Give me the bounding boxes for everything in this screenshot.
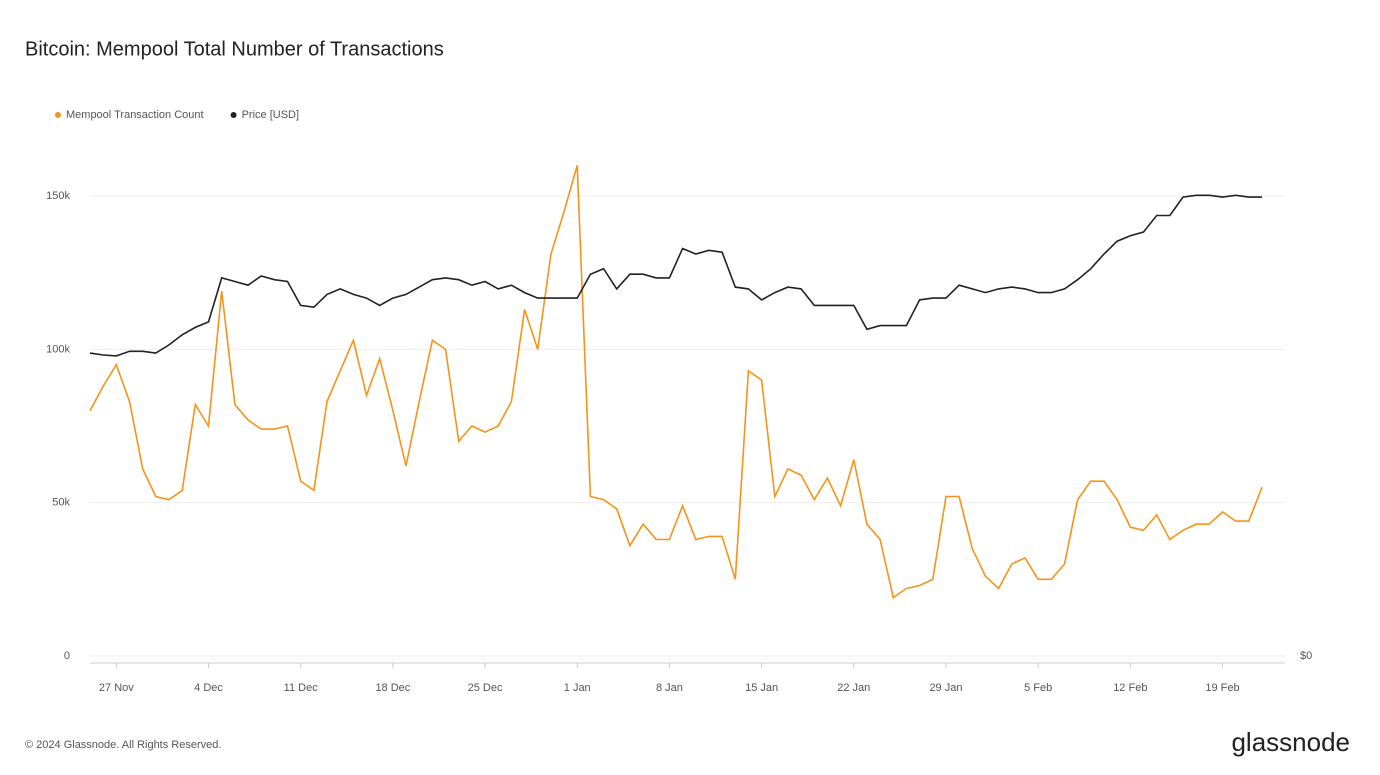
x-tick-label: 15 Jan [745, 682, 778, 694]
series-line [89, 165, 1263, 600]
y-tick-label: 50k [52, 497, 70, 509]
legend-swatch [55, 112, 61, 118]
x-tick-label: 12 Feb [1113, 682, 1147, 694]
x-tick-label: 22 Jan [837, 682, 870, 694]
x-tick-label: 29 Jan [929, 682, 962, 694]
series-line [89, 194, 1262, 357]
x-tick-label: 1 Jan [564, 682, 591, 694]
x-tick-label: 19 Feb [1205, 682, 1239, 694]
y-tick-label: 0 [64, 650, 70, 662]
copyright: © 2024 Glassnode. All Rights Reserved. [25, 739, 221, 751]
x-tick-label: 18 Dec [375, 682, 410, 694]
x-tick-label: 5 Feb [1024, 682, 1052, 694]
legend-label: Mempool Transaction Count [66, 109, 204, 121]
chart-title: Bitcoin: Mempool Total Number of Transac… [25, 38, 444, 60]
legend-label: Price [USD] [242, 109, 299, 121]
x-tick-label: 27 Nov [99, 682, 134, 694]
y-tick-label: 100k [46, 343, 70, 355]
x-tick-label: 25 Dec [468, 682, 503, 694]
y-tick-label: 150k [46, 190, 70, 202]
y2-tick-label: $0 [1300, 650, 1312, 662]
x-tick-label: 8 Jan [656, 682, 683, 694]
x-tick-label: 4 Dec [194, 682, 223, 694]
brand-logo: glassnode [1231, 727, 1350, 757]
x-tick-label: 11 Dec [284, 682, 319, 694]
legend-swatch [230, 112, 237, 118]
